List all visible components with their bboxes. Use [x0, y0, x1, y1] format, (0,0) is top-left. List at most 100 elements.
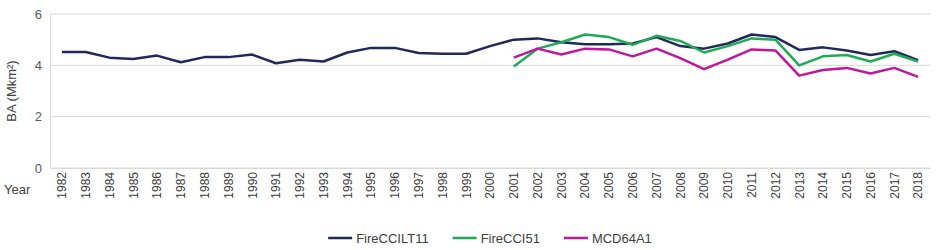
x-tick-label: 2007: [650, 172, 664, 199]
legend-label: MCD64A1: [592, 231, 652, 246]
x-tick: 1994: [341, 168, 355, 199]
x-tick-label: 1984: [103, 172, 117, 199]
x-tick: 1996: [388, 168, 402, 199]
x-tick: 2004: [578, 168, 592, 199]
x-tick: 2007: [650, 168, 664, 199]
x-tick: 2006: [626, 168, 640, 199]
series-line: [62, 35, 918, 64]
x-tick-label: 1986: [150, 172, 164, 199]
x-tick-label: 1983: [79, 172, 93, 199]
chart: 0246198219831984198519861987198819891990…: [0, 0, 949, 250]
x-tick: 2009: [697, 168, 711, 199]
series-line: [514, 49, 918, 77]
x-tick: 1997: [412, 168, 426, 199]
x-tick-label: 2012: [769, 172, 783, 199]
x-tick-label: 1992: [293, 172, 307, 199]
x-axis-title: Year: [4, 182, 31, 197]
x-tick-label: 1988: [198, 172, 212, 199]
grid: [50, 14, 930, 168]
x-tick-label: 1995: [364, 172, 378, 199]
x-tick-label: 1987: [174, 172, 188, 199]
x-tick-label: 1990: [246, 172, 260, 199]
x-tick: 1991: [269, 168, 283, 199]
x-tick: 2016: [864, 168, 878, 199]
x-tick: 2018: [911, 168, 925, 199]
x-tick-label: 2010: [721, 172, 735, 199]
x-tick-label: 2017: [888, 172, 902, 199]
x-tick: 1983: [79, 168, 93, 199]
legend-item: FireCCILT11: [328, 231, 428, 246]
plot-area: [62, 35, 918, 77]
x-tick: 1998: [436, 168, 450, 199]
x-tick-label: 2001: [507, 172, 521, 199]
legend-item: MCD64A1: [564, 231, 652, 246]
y-axis: 0 2 4 6: [35, 7, 51, 176]
y-tick: 2: [35, 109, 50, 124]
x-tick: 1999: [460, 168, 474, 199]
legend-swatch: [453, 237, 477, 240]
x-tick: 2010: [721, 168, 735, 199]
x-tick-label: 1993: [317, 172, 331, 199]
x-tick: 2000: [483, 168, 497, 199]
x-tick-label: 1994: [341, 172, 355, 199]
x-tick: 1987: [174, 168, 188, 199]
x-tick-label: 1998: [436, 172, 450, 199]
x-tick-label: 2018: [911, 172, 925, 199]
x-tick: 1992: [293, 168, 307, 199]
y-axis-title: BA (Mkm²): [4, 60, 19, 121]
x-tick: 2017: [888, 168, 902, 199]
y-axis-line: [50, 15, 51, 169]
x-tick-label: 2011: [745, 172, 759, 198]
y-tick-label: 4: [35, 58, 42, 73]
x-tick: 2013: [793, 168, 807, 199]
y-tick-label: 6: [35, 7, 42, 22]
x-tick: 2003: [555, 168, 569, 199]
x-tick: 2002: [531, 168, 545, 199]
legend: FireCCILT11 FireCCI51 MCD64A1: [328, 231, 652, 246]
y-tick: 6: [35, 7, 50, 22]
x-tick-label: 2016: [864, 172, 878, 199]
x-tick-label: 2000: [483, 172, 497, 199]
x-tick: 2014: [816, 168, 830, 199]
x-tick: 1993: [317, 168, 331, 199]
x-tick: 1990: [246, 168, 260, 199]
grid-line: [50, 168, 930, 169]
x-axis: 1982198319841985198619871988198919901991…: [51, 168, 931, 199]
x-tick-label: 2014: [816, 172, 830, 199]
x-tick: 2005: [602, 168, 616, 199]
x-tick-label: 1985: [127, 172, 141, 199]
y-tick: 0: [35, 161, 50, 176]
grid-line: [50, 116, 930, 117]
legend-swatch: [564, 237, 588, 240]
legend-item: FireCCI51: [453, 231, 540, 246]
x-tick: 2011: [745, 168, 759, 198]
x-tick: 2001: [507, 168, 521, 199]
grid-line: [50, 14, 930, 15]
x-tick-label: 2003: [555, 172, 569, 199]
x-tick-label: 1996: [388, 172, 402, 199]
y-tick-label: 2: [35, 109, 42, 124]
x-tick: 1984: [103, 168, 117, 199]
x-tick: 2015: [840, 168, 854, 199]
x-tick-label: 1997: [412, 172, 426, 199]
x-tick-label: 1989: [222, 172, 236, 199]
legend-label: FireCCI51: [481, 231, 540, 246]
x-tick-label: 1999: [460, 172, 474, 199]
x-tick: 1989: [222, 168, 236, 199]
x-tick-label: 2009: [697, 172, 711, 199]
x-tick: 1995: [364, 168, 378, 199]
x-tick-label: 2015: [840, 172, 854, 199]
x-tick-label: 2008: [674, 172, 688, 199]
x-tick-label: 2013: [793, 172, 807, 199]
x-tick: 1988: [198, 168, 212, 199]
x-tick-label: 2005: [602, 172, 616, 199]
x-tick-label: 2002: [531, 172, 545, 199]
y-tick: 4: [35, 58, 50, 73]
x-tick: 1985: [127, 168, 141, 199]
legend-swatch: [328, 237, 352, 240]
x-tick: 1986: [150, 168, 164, 199]
x-axis-line: [51, 168, 931, 169]
x-tick-label: 2006: [626, 172, 640, 199]
x-tick: 2008: [674, 168, 688, 199]
legend-label: FireCCILT11: [356, 231, 428, 246]
